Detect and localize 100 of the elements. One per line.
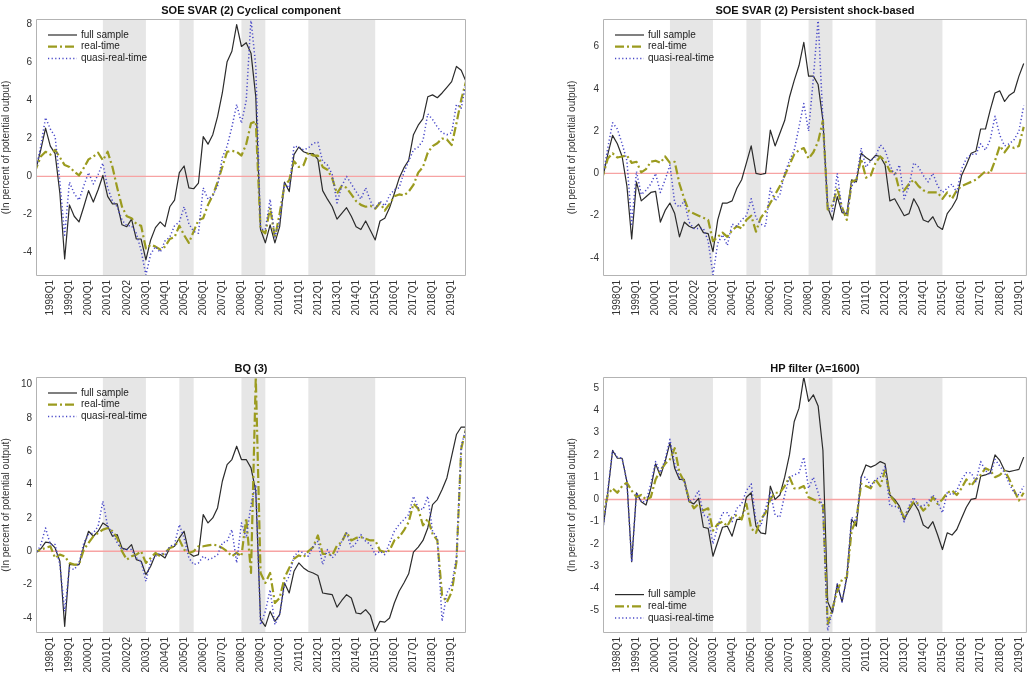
x-tick-label: 1998Q1 <box>44 636 56 673</box>
y-tick-label: 8 <box>26 411 33 423</box>
line-series <box>603 119 1025 243</box>
chart-title: HP filter (λ=1600) <box>770 362 860 375</box>
x-tick-label: 2015Q1 <box>368 636 380 673</box>
x-tick-label: 2019Q1 <box>1012 279 1024 316</box>
y-tick-label: -4 <box>23 246 33 258</box>
x-tick-label: 2007Q1 <box>783 636 795 673</box>
x-tick-label: 2012Q1 <box>311 636 323 673</box>
x-tick-label: 2013Q1 <box>897 279 909 316</box>
chart-title: SOE SVAR (2) Persistent shock-based <box>715 4 915 17</box>
x-tick-label: 2002Q2 <box>687 279 699 316</box>
x-tick-label: 2002Q2 <box>120 279 132 316</box>
legend-label: real-time <box>648 600 688 612</box>
x-tick-label: 2019Q1 <box>1012 636 1024 673</box>
y-tick-label: 2 <box>26 511 33 523</box>
x-tick-label: 2009Q1 <box>821 279 833 316</box>
x-tick-label: 2008Q1 <box>235 636 247 673</box>
x-tick-label: 2002Q2 <box>687 636 699 673</box>
y-tick-label: 4 <box>26 478 33 490</box>
y-tick-label: 6 <box>593 40 600 52</box>
x-tick-label: 2018Q1 <box>426 279 438 316</box>
y-axis-title: (In percent of potential output) <box>0 80 11 215</box>
x-tick-label: 2003Q1 <box>706 279 718 316</box>
x-tick-label: 2000Q1 <box>82 279 94 316</box>
x-tick-label: 2011Q1 <box>292 279 304 315</box>
x-tick-label: 2011Q1 <box>859 636 871 672</box>
x-tick-label: 2013Q1 <box>897 636 909 673</box>
x-tick-label: 2006Q1 <box>764 636 776 673</box>
x-tick-label: 2001Q1 <box>668 636 680 673</box>
x-tick-label: 2007Q1 <box>783 279 795 316</box>
x-tick-label: 2015Q1 <box>936 279 948 316</box>
y-tick-label: -2 <box>590 537 600 549</box>
y-tick-label: 4 <box>26 94 33 106</box>
y-axis-title: (In percent of potential output) <box>565 438 577 572</box>
x-tick-label: 1998Q1 <box>611 279 623 316</box>
y-tick-label: 10 <box>20 378 33 390</box>
y-axis-title: (In percent of potential output) <box>0 438 11 572</box>
x-tick-label: 2003Q1 <box>139 636 151 673</box>
x-tick-label: 2000Q1 <box>82 636 94 673</box>
x-tick-label: 2017Q1 <box>974 279 986 316</box>
y-tick-label: -4 <box>590 582 600 594</box>
x-tick-label: 2011Q1 <box>292 636 304 672</box>
y-tick-label: -2 <box>23 208 33 220</box>
x-tick-label: 1999Q1 <box>63 279 75 316</box>
legend-label: quasi-real-time <box>81 410 148 422</box>
x-tick-label: 2005Q1 <box>744 636 756 673</box>
x-tick-label: 1998Q1 <box>44 279 56 316</box>
x-tick-label: 2008Q1 <box>235 279 247 316</box>
x-tick-label: 2012Q1 <box>311 279 323 316</box>
y-tick-label: 6 <box>26 56 33 68</box>
y-axis-title: (In percent of potential output) <box>565 80 577 215</box>
x-tick-label: 1999Q1 <box>630 636 642 673</box>
x-tick-label: 2016Q1 <box>955 279 967 316</box>
x-tick-label: 2009Q1 <box>821 636 833 673</box>
line-series <box>36 80 466 251</box>
y-tick-label: 4 <box>593 82 600 94</box>
x-tick-label: 2017Q1 <box>407 279 419 316</box>
x-tick-label: 2016Q1 <box>388 279 400 316</box>
x-tick-label: 2005Q1 <box>177 636 189 673</box>
y-tick-label: 0 <box>26 545 33 557</box>
x-tick-label: 2008Q1 <box>802 279 814 316</box>
x-tick-label: 2010Q1 <box>840 279 852 316</box>
x-tick-label: 2018Q1 <box>993 636 1005 673</box>
x-tick-label: 2014Q1 <box>917 279 929 316</box>
x-tick-label: 2000Q1 <box>649 279 661 316</box>
x-tick-label: 2013Q1 <box>330 636 342 673</box>
legend-label: full sample <box>648 588 697 600</box>
x-tick-label: 2019Q1 <box>445 279 457 316</box>
x-tick-label: 2002Q2 <box>120 636 132 673</box>
x-tick-label: 2004Q1 <box>158 279 170 316</box>
legend-label: quasi-real-time <box>648 611 715 623</box>
x-tick-label: 2015Q1 <box>936 636 948 673</box>
y-tick-label: -5 <box>590 604 600 616</box>
x-tick-label: 2010Q1 <box>840 636 852 673</box>
y-tick-label: 5 <box>593 381 600 393</box>
x-tick-label: 2009Q1 <box>254 279 266 316</box>
legend-label: full sample <box>81 28 130 40</box>
x-tick-label: 2012Q1 <box>878 636 890 673</box>
legend-label: full sample <box>648 28 697 40</box>
legend-label: real-time <box>81 398 121 410</box>
y-tick-label: 0 <box>593 167 600 179</box>
x-tick-label: 2015Q1 <box>368 279 380 316</box>
x-tick-label: 2017Q1 <box>974 636 986 673</box>
x-tick-label: 2014Q1 <box>917 636 929 673</box>
x-tick-label: 2018Q1 <box>426 636 438 673</box>
y-tick-label: 8 <box>26 18 33 30</box>
x-tick-label: 2013Q1 <box>330 279 342 316</box>
x-tick-label: 2008Q1 <box>802 636 814 673</box>
x-tick-label: 2012Q1 <box>878 279 890 316</box>
legend-label: full sample <box>81 386 130 398</box>
x-tick-label: 2006Q1 <box>196 636 208 673</box>
x-tick-label: 2007Q1 <box>216 279 228 316</box>
y-tick-label: 0 <box>26 170 33 182</box>
x-tick-label: 2004Q1 <box>725 279 737 316</box>
y-tick-label: 2 <box>26 132 33 144</box>
x-tick-label: 2007Q1 <box>216 636 228 673</box>
y-tick-label: 2 <box>593 448 600 460</box>
y-tick-label: -4 <box>23 611 33 623</box>
x-tick-label: 2017Q1 <box>407 636 419 673</box>
